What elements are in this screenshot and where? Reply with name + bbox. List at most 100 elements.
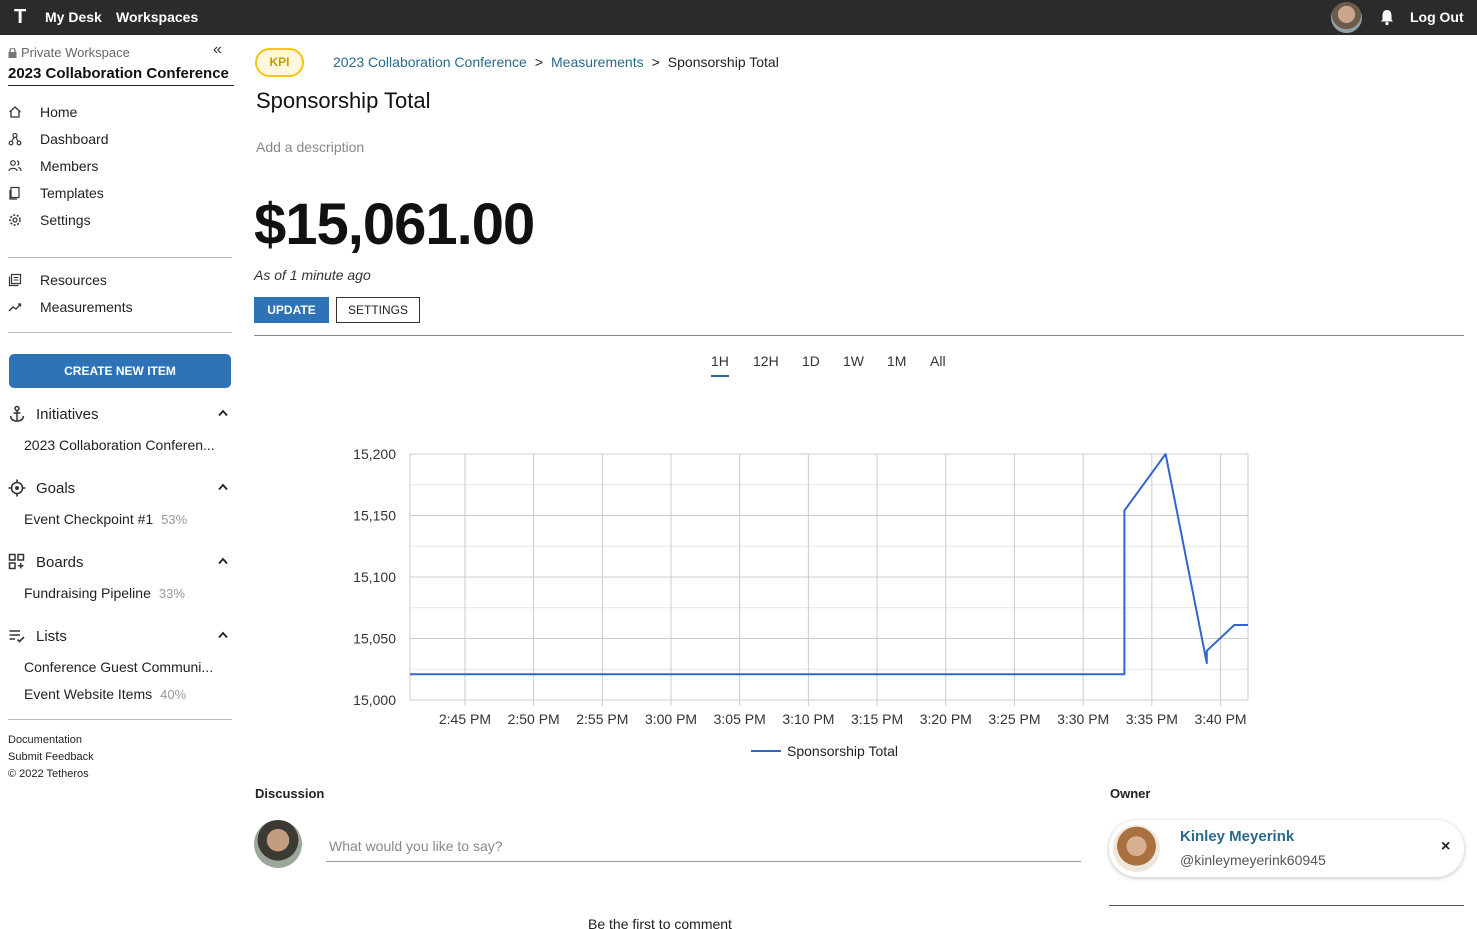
range-tab-1h[interactable]: 1H xyxy=(711,353,729,377)
y-tick-label: 15,100 xyxy=(353,569,396,585)
copyright-text: © 2022 Tetheros xyxy=(8,768,89,780)
sidebar-item-dashboard[interactable]: Dashboard xyxy=(8,129,109,149)
section-lists-header[interactable]: Lists xyxy=(8,625,232,647)
x-tick-label: 3:20 PM xyxy=(920,711,972,727)
update-button[interactable]: UPDATE xyxy=(254,297,329,323)
range-tab-1m[interactable]: 1M xyxy=(887,353,907,369)
list-progress: 40% xyxy=(160,687,187,702)
sidebar-item-measurements[interactable]: Measurements xyxy=(8,297,133,317)
collapse-sidebar-icon[interactable]: « xyxy=(213,41,222,58)
sidebar-divider xyxy=(8,257,232,258)
range-tab-12h[interactable]: 12H xyxy=(753,353,779,369)
documentation-link[interactable]: Documentation xyxy=(8,734,82,746)
initiative-item[interactable]: 2023 Collaboration Conferen... xyxy=(24,437,215,453)
last-updated-text: As of 1 minute ago xyxy=(254,267,371,283)
workspace-label: Private Workspace xyxy=(8,45,130,60)
range-tab-all[interactable]: All xyxy=(930,353,946,369)
x-tick-label: 3:25 PM xyxy=(988,711,1040,727)
target-icon xyxy=(8,479,26,497)
y-tick-label: 15,000 xyxy=(353,692,396,708)
section-goals-header[interactable]: Goals xyxy=(8,477,232,499)
x-tick-label: 3:35 PM xyxy=(1126,711,1178,727)
settings-button[interactable]: SETTINGS xyxy=(336,297,420,323)
sidebar-divider xyxy=(8,332,232,333)
y-tick-label: 15,150 xyxy=(353,508,396,524)
goal-progress: 53% xyxy=(161,512,188,527)
dashboard-icon xyxy=(8,132,22,146)
sidebar-item-members[interactable]: Members xyxy=(8,156,98,176)
checklist-icon xyxy=(9,630,25,643)
x-tick-label: 3:00 PM xyxy=(645,711,697,727)
resources-icon xyxy=(8,273,22,287)
list-item[interactable]: Event Website Items 40% xyxy=(24,686,187,702)
nav-my-desk[interactable]: My Desk xyxy=(45,9,102,25)
owner-handle: @kinleymeyerink60945 xyxy=(1180,852,1326,868)
x-tick-label: 3:05 PM xyxy=(714,711,766,727)
sidebar-item-resources[interactable]: Resources xyxy=(8,270,107,290)
section-initiatives-header[interactable]: Initiatives xyxy=(8,403,232,425)
description-field[interactable]: Add a description xyxy=(256,139,365,155)
legend-label: Sponsorship Total xyxy=(787,743,898,759)
app-logo[interactable]: T xyxy=(14,6,27,28)
kpi-badge: KPI xyxy=(255,48,304,77)
x-tick-label: 3:30 PM xyxy=(1057,711,1109,727)
nav-workspaces[interactable]: Workspaces xyxy=(116,9,199,25)
members-icon xyxy=(8,160,22,172)
board-item[interactable]: Fundraising Pipeline 33% xyxy=(24,585,185,601)
x-tick-label: 2:50 PM xyxy=(508,711,560,727)
divider xyxy=(254,335,1464,336)
section-boards-header[interactable]: Boards xyxy=(8,551,232,573)
x-tick-label: 2:55 PM xyxy=(576,711,628,727)
page-title[interactable]: Sponsorship Total xyxy=(256,88,431,113)
range-tab-1d[interactable]: 1D xyxy=(802,353,820,369)
submit-feedback-link[interactable]: Submit Feedback xyxy=(8,751,94,763)
templates-icon xyxy=(9,186,20,200)
y-tick-label: 15,050 xyxy=(353,631,396,647)
sidebar-divider xyxy=(8,719,232,720)
breadcrumb-current: Sponsorship Total xyxy=(667,54,779,70)
y-tick-label: 15,200 xyxy=(353,446,396,462)
workspace-title[interactable]: 2023 Collaboration Conference xyxy=(8,65,234,86)
anchor-icon xyxy=(9,405,25,422)
x-tick-label: 3:10 PM xyxy=(782,711,834,727)
empty-comments-text: Be the first to comment xyxy=(588,916,732,929)
chevron-up-icon[interactable] xyxy=(218,483,228,491)
breadcrumb-measurements[interactable]: Measurements xyxy=(551,54,644,70)
owner-label: Owner xyxy=(1110,786,1151,801)
breadcrumb: 2023 Collaboration Conference > Measuremen… xyxy=(333,54,779,70)
top-bar: T My Desk Workspaces Log Out xyxy=(0,0,1477,35)
breadcrumb-workspace[interactable]: 2023 Collaboration Conference xyxy=(333,54,527,70)
comment-input[interactable] xyxy=(326,830,1081,862)
owner-divider xyxy=(1109,905,1464,906)
chevron-up-icon[interactable] xyxy=(218,557,228,565)
x-tick-label: 3:40 PM xyxy=(1194,711,1246,727)
board-icon xyxy=(8,553,25,570)
sidebar-item-templates[interactable]: Templates xyxy=(8,183,104,203)
series-line xyxy=(410,453,1248,676)
measurements-icon xyxy=(8,303,22,312)
range-tab-1w[interactable]: 1W xyxy=(843,353,864,369)
remove-owner-button[interactable]: × xyxy=(1441,838,1451,855)
sidebar-item-settings[interactable]: Settings xyxy=(8,210,91,230)
list-item[interactable]: Conference Guest Communi... xyxy=(24,659,214,675)
owner-card[interactable]: Kinley Meyerink @kinleymeyerink60945 × xyxy=(1109,820,1464,877)
x-tick-label: 2:45 PM xyxy=(439,711,491,727)
bell-icon[interactable] xyxy=(1378,8,1396,26)
user-avatar[interactable] xyxy=(1331,2,1362,33)
discussion-label: Discussion xyxy=(255,786,325,801)
sidebar: Private Workspace « 2023 Collaboration C… xyxy=(0,35,240,929)
current-user-avatar xyxy=(254,820,302,868)
settings-icon xyxy=(9,214,21,226)
create-new-item-button[interactable]: CREATE NEW ITEM xyxy=(9,354,231,388)
owner-avatar xyxy=(1113,825,1160,872)
goal-item[interactable]: Event Checkpoint #1 53% xyxy=(24,511,188,527)
kpi-value: $15,061.00 xyxy=(254,192,535,257)
lock-icon xyxy=(8,48,17,58)
sidebar-item-home[interactable]: Home xyxy=(8,102,77,122)
chevron-up-icon[interactable] xyxy=(218,409,228,417)
chevron-up-icon[interactable] xyxy=(218,631,228,639)
home-icon xyxy=(9,106,21,118)
owner-name[interactable]: Kinley Meyerink xyxy=(1180,828,1295,845)
sponsorship-line-chart: 2:45 PM 2:50 PM 2:55 PM 3:00 PM 3:05 PM 3:10 … xyxy=(353,446,1249,759)
logout-link[interactable]: Log Out xyxy=(1410,9,1464,25)
